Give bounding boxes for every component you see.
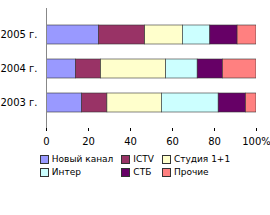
html-text:Новый канал: Новый канал [51, 154, 114, 164]
svg-text:20: 20 [82, 136, 95, 147]
svg-text:2005 г.: 2005 г. [0, 29, 37, 40]
svg-text:80: 80 [208, 136, 221, 147]
svg-text:40: 40 [124, 136, 137, 147]
svg-text:2003 г.: 2003 г. [0, 97, 37, 108]
html-text:Интер: Интер [51, 167, 81, 177]
svg-text:60: 60 [166, 136, 179, 147]
svg-text:100%: 100% [242, 136, 270, 147]
svg-text:0: 0 [43, 136, 49, 147]
html-text:Студия 1+1: Студия 1+1 [173, 154, 231, 164]
html-text:ICTV: ICTV [133, 154, 154, 164]
svg-text:2004 г.: 2004 г. [0, 63, 37, 74]
html-text:Прочие: Прочие [173, 167, 209, 177]
html-text:СТБ: СТБ [133, 167, 152, 177]
